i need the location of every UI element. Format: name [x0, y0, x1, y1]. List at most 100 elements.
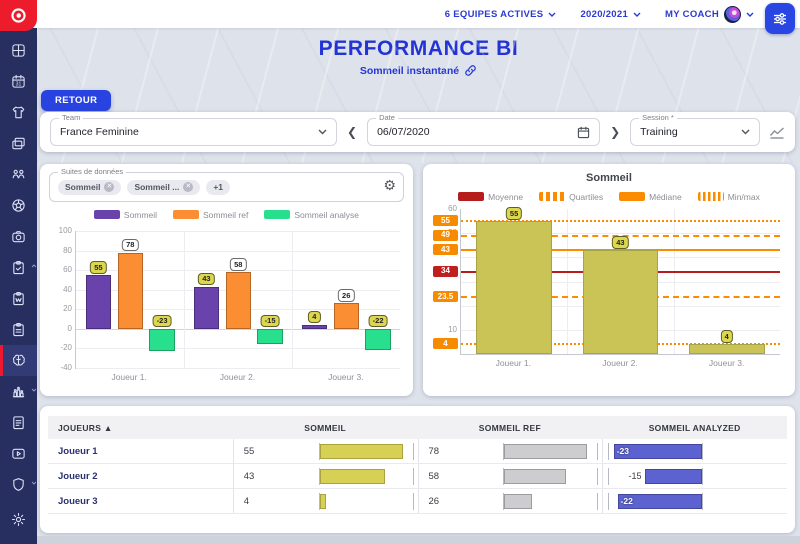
sommeil-cell: 4	[232, 489, 418, 513]
filters-button[interactable]	[765, 3, 795, 34]
sommeil-ref-bar	[504, 443, 588, 459]
mean-badge: 34	[432, 265, 458, 277]
right-chart-panel: Sommeil Moyenne Quartiles Médiane Min/max 6…	[422, 164, 795, 396]
teams-menu[interactable]: 6 EQUIPES ACTIVES	[445, 9, 557, 20]
chevron-down-icon	[746, 12, 754, 17]
x-axis-label: Joueur 1.	[111, 372, 147, 382]
gridline	[76, 231, 400, 232]
sommeil-analyzed-bar: -23	[613, 443, 703, 459]
gear-icon[interactable]: ⚙	[383, 177, 396, 193]
y-axis-tick: 100	[58, 226, 72, 235]
sommeil-analyzed-bar	[644, 468, 703, 484]
player-name[interactable]: Joueur 3	[58, 495, 98, 507]
series-chip[interactable]: Sommeil ✕	[58, 179, 122, 195]
sidebar-item-shield[interactable]	[0, 469, 37, 500]
sidebar-item-team[interactable]	[0, 159, 37, 190]
quartile-badge: 23.5	[432, 291, 458, 303]
legend-label: Sommeil ref	[202, 209, 249, 220]
column-header-sommeil-ref[interactable]: SOMMEIL REF	[478, 422, 541, 433]
value-badge: 4	[720, 330, 733, 343]
remove-chip-icon[interactable]: ✕	[183, 182, 194, 192]
logo-icon	[11, 8, 26, 23]
sidebar-item-gallery[interactable]	[0, 128, 37, 159]
session-select[interactable]: Session * Training	[630, 114, 760, 146]
right-chart-title: Sommeil	[586, 172, 632, 184]
sidebar-item-settings[interactable]	[0, 504, 37, 535]
previous-date-button[interactable]: ❮	[347, 125, 358, 139]
team-select[interactable]: Team France Feminine	[50, 114, 337, 146]
y-axis-tick: 60	[448, 204, 457, 213]
app-logo[interactable]	[0, 0, 37, 31]
sidebar: 31	[0, 28, 37, 544]
x-axis-label: Joueur 1.	[495, 358, 532, 368]
legend-item[interactable]: Moyenne	[458, 192, 523, 202]
back-button[interactable]: RETOUR	[41, 90, 112, 111]
sidebar-item-document[interactable]	[0, 407, 37, 438]
value-badge: 4	[308, 310, 321, 324]
sidebar-item-camera[interactable]	[0, 221, 37, 252]
sidebar-item-dashboard[interactable]	[0, 35, 37, 66]
sommeil-value: 4	[243, 495, 250, 507]
player-name[interactable]: Joueur 2	[58, 470, 98, 482]
sommeil-bar	[319, 468, 385, 484]
coach-menu[interactable]: MY COACH	[665, 5, 754, 23]
sidebar-item-jersey[interactable]	[0, 97, 37, 128]
legend-item[interactable]: Médiane	[619, 192, 682, 202]
y-axis-tick: 80	[63, 245, 72, 255]
dashboard-icon	[12, 44, 25, 57]
team-select-label: Team	[59, 114, 84, 122]
chip-label: +1	[213, 182, 224, 192]
x-axis-label: Joueur 3.	[708, 358, 745, 368]
chart-icon[interactable]	[769, 124, 785, 140]
sidebar-item-calendar[interactable]: 31	[0, 66, 37, 97]
avatar[interactable]	[724, 5, 741, 23]
next-date-button[interactable]: ❯	[610, 125, 621, 139]
sidebar-item-brain[interactable]	[0, 345, 37, 376]
table-row: Joueur 2 43 58 -15	[48, 464, 787, 489]
sommeil-ref-bar-track	[503, 442, 599, 460]
column-header-sommeil[interactable]: SOMMEIL	[304, 422, 346, 433]
sidebar-item-clipboard-notes[interactable]	[0, 283, 37, 314]
sommeil-ref-cell: 26	[417, 489, 603, 513]
season-menu[interactable]: 2020/2021	[580, 9, 641, 20]
chevron-down-icon	[318, 129, 327, 135]
bar-sommeil-ref	[117, 252, 143, 329]
bar-sommeil	[85, 275, 112, 329]
value-badge: 43	[198, 272, 215, 286]
calendar-icon[interactable]	[577, 126, 590, 139]
sidebar-item-soccer-ball[interactable]	[0, 190, 37, 221]
more-series-chip[interactable]: +1	[206, 179, 231, 195]
sidebar-item-clipboard-list[interactable]	[0, 314, 37, 345]
sliders-icon	[774, 12, 786, 25]
value-badge: -23	[152, 314, 172, 328]
date-field-value: 06/07/2020	[377, 126, 430, 138]
legend-item[interactable]: Sommeil ref	[172, 209, 249, 220]
player-name[interactable]: Joueur 1	[58, 445, 98, 457]
column-header-sommeil-analyzed[interactable]: SOMMEIL ANALYZED	[648, 422, 741, 433]
series-chip[interactable]: Sommeil ... ✕	[127, 179, 201, 195]
legend-item[interactable]: Min/max	[697, 192, 760, 202]
quartile-badge: 49	[432, 229, 458, 241]
y-axis-tick: 40	[63, 284, 72, 294]
page-subtitle: Sommeil instantané	[37, 64, 800, 77]
bar-sommeil	[582, 250, 659, 354]
sidebar-item-stats[interactable]	[0, 376, 37, 407]
sommeil-bar-track	[318, 467, 414, 485]
remove-chip-icon[interactable]: ✕	[104, 182, 115, 192]
chevron-down-icon	[31, 481, 37, 485]
legend-item[interactable]: Quartiles	[539, 192, 603, 202]
date-field[interactable]: Date 06/07/2020	[367, 114, 601, 146]
legend-item[interactable]: Sommeil	[93, 210, 157, 220]
sidebar-item-video[interactable]	[0, 438, 37, 469]
chip-label: Sommeil ...	[134, 182, 180, 192]
brain-icon	[12, 354, 25, 366]
y-axis-tick: 20	[63, 304, 72, 314]
chevron-down-icon	[741, 129, 750, 135]
series-fieldset-label: Suites de données	[58, 168, 127, 176]
link-icon[interactable]	[464, 64, 477, 77]
legend-item[interactable]: Sommeil analyse	[264, 210, 359, 220]
sidebar-item-clipboard-check[interactable]	[0, 252, 37, 283]
group-separator	[673, 209, 675, 354]
column-header-joueurs[interactable]: JOUEURS ▲	[58, 422, 113, 433]
